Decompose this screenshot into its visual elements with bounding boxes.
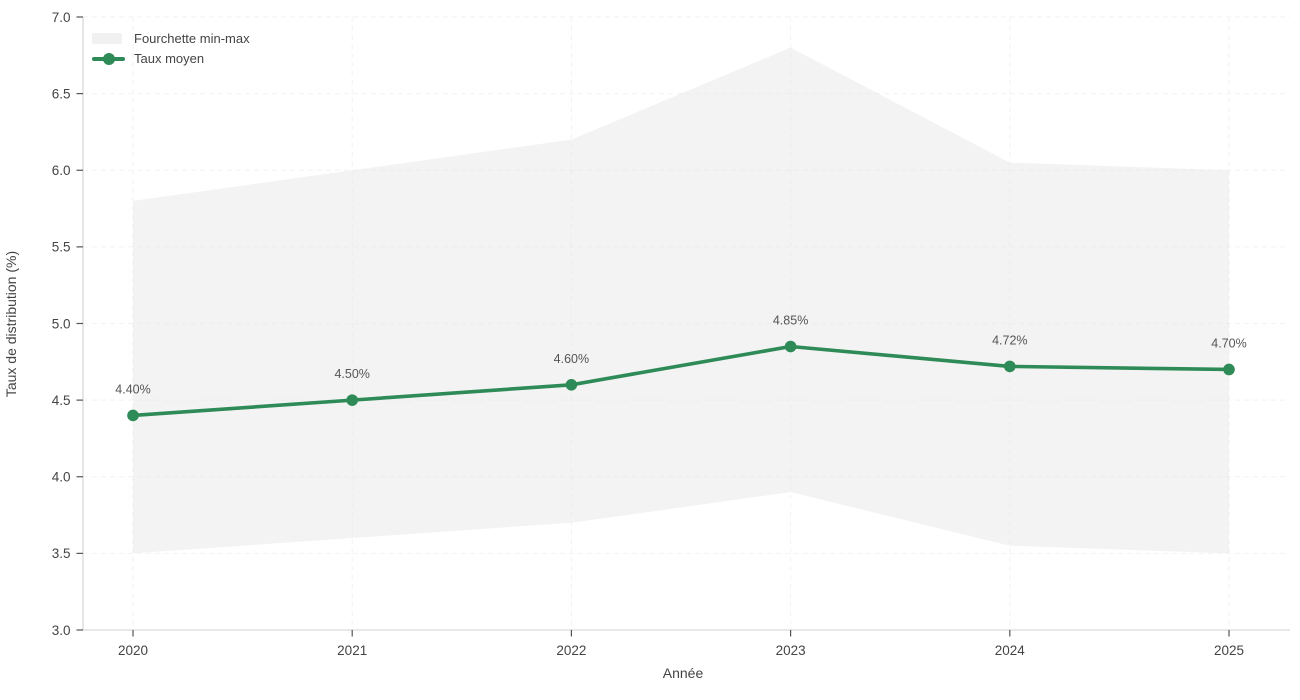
data-point-2021[interactable] [346,394,359,406]
x-tick-label: 2022 [556,643,586,658]
legend: Fourchette min-max Taux moyen [92,31,250,66]
data-point-label: 4.50% [334,367,369,381]
data-point-label: 4.60% [554,352,589,366]
data-point-2024[interactable] [1004,360,1016,373]
x-axis-title: Année [662,665,704,681]
band-swatch-icon [92,33,126,44]
data-point-2023[interactable] [784,340,797,353]
y-tick-label: 7.0 [52,10,71,25]
x-tick-label: 2020 [118,643,148,658]
line-marker-swatch-icon [92,52,126,65]
y-tick-label: 5.0 [52,316,71,331]
legend-item-band[interactable]: Fourchette min-max [92,31,250,46]
data-point-label: 4.85% [773,313,808,327]
x-tick-label: 2021 [337,643,367,658]
legend-label-mean: Taux moyen [134,51,205,66]
x-tick-label: 2024 [995,643,1026,658]
data-point-2025[interactable] [1223,363,1235,376]
y-tick-label: 5.5 [52,240,71,255]
y-tick-label: 3.5 [52,546,71,561]
y-tick-label: 4.0 [52,470,71,485]
y-tick-label: 6.0 [52,163,71,178]
data-point-label: 4.70% [1211,336,1246,350]
data-point-2020[interactable] [127,409,139,422]
x-tick-label: 2025 [1214,643,1244,658]
y-tick-label: 3.0 [52,623,71,638]
minmax-band-area [133,47,1229,554]
x-tick-label: 2023 [776,643,806,658]
y-tick-label: 4.5 [52,393,71,408]
data-point-label: 4.40% [115,382,150,396]
data-point-label: 4.72% [992,333,1027,347]
legend-label-band: Fourchette min-max [134,31,250,46]
mean-line [131,344,1231,418]
y-axis-title: Taux de distribution (%) [3,250,19,398]
y-tick-label: 6.5 [52,86,71,101]
legend-item-mean[interactable]: Taux moyen [92,51,250,66]
data-point-2022[interactable] [565,379,578,391]
